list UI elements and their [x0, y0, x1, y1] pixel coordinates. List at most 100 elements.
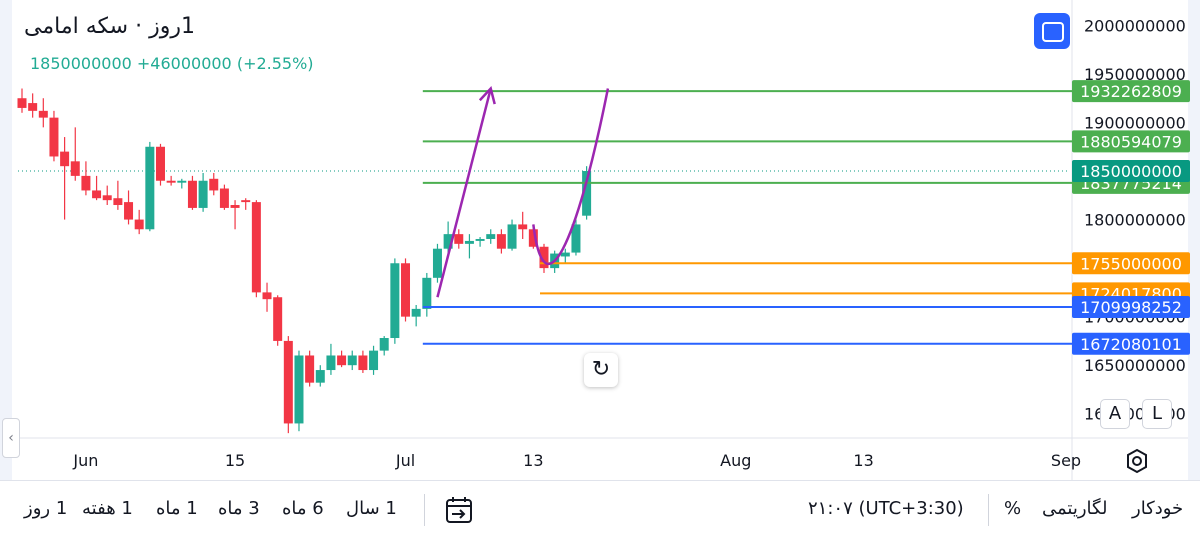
candle	[145, 141, 155, 232]
candle-body	[422, 277, 432, 309]
candle	[198, 172, 208, 212]
candle-body	[507, 224, 517, 249]
reset-chart-button[interactable]: ↻	[584, 353, 618, 387]
auto-scale-button[interactable]: A	[1100, 399, 1130, 429]
candle-body	[379, 338, 389, 351]
candle-body	[347, 355, 357, 366]
price-level-tag	[1072, 295, 1190, 318]
range-1w[interactable]: 1 هفته	[82, 498, 133, 519]
candle	[305, 350, 315, 387]
candle	[219, 184, 229, 210]
timezone-clock[interactable]: ۲۱:۰۷ (UTC+3:30)	[808, 498, 964, 519]
candle	[507, 219, 517, 251]
candle	[251, 200, 261, 298]
log-scale-button[interactable]: L	[1142, 399, 1172, 429]
time-tick-label: Sep	[1051, 451, 1081, 470]
candle-body	[401, 263, 411, 317]
candle	[486, 229, 496, 244]
time-tick-label: 13	[853, 451, 873, 470]
collapse-handle[interactable]: ‹	[2, 418, 20, 458]
auto-toggle[interactable]: خودکار	[1132, 498, 1184, 519]
range-3m[interactable]: 3 ماه	[218, 498, 260, 519]
candle-body	[305, 355, 315, 383]
candle-body	[464, 240, 474, 244]
candle	[81, 161, 91, 196]
candle-body	[124, 202, 134, 220]
candle	[432, 243, 442, 283]
percent-toggle[interactable]: %	[1004, 498, 1022, 519]
range-1y[interactable]: 1 سال	[346, 498, 397, 519]
candle-body	[113, 198, 123, 206]
trend-arrow	[436, 88, 492, 298]
candle-body	[70, 161, 80, 176]
candle	[166, 175, 176, 186]
log-toggle[interactable]: لگاریتمی	[1042, 498, 1108, 519]
candle-body	[28, 103, 38, 111]
candle-body	[187, 180, 197, 208]
candle	[347, 350, 357, 371]
time-tick-label: Jun	[72, 451, 98, 470]
candle	[134, 209, 144, 235]
candle	[155, 143, 165, 186]
price-tick-label: 1800000000	[1084, 211, 1186, 230]
candle-body	[81, 175, 91, 191]
settings-icon[interactable]	[1122, 446, 1152, 476]
candle	[38, 98, 48, 128]
candle	[294, 350, 304, 432]
candle	[582, 166, 592, 220]
candle	[560, 248, 570, 264]
price-level-tag-label: 1932262809	[1080, 82, 1182, 101]
price-level-tag	[1072, 130, 1190, 153]
symbol-title[interactable]: 1روز · سکه امامی	[24, 14, 195, 39]
candle	[209, 172, 219, 196]
candle	[113, 180, 123, 210]
date-range-icon[interactable]	[443, 494, 475, 526]
candle-body	[518, 224, 528, 230]
candle	[464, 234, 474, 259]
candle	[337, 350, 347, 368]
candle-body	[60, 151, 70, 167]
candle-body	[177, 180, 187, 183]
left-edge	[0, 0, 12, 539]
price-level-tag-label: 1672080101	[1080, 335, 1182, 354]
candle	[369, 345, 379, 375]
candle-body	[390, 263, 400, 339]
range-6m[interactable]: 6 ماه	[282, 498, 324, 519]
time-tick-label: Aug	[720, 451, 751, 470]
time-tick-label: 15	[225, 451, 245, 470]
candle	[571, 219, 581, 256]
candle	[230, 200, 240, 230]
candle-body	[411, 308, 421, 317]
price-tick-label: 1900000000	[1084, 113, 1186, 132]
candle	[411, 305, 421, 327]
candle	[475, 237, 485, 247]
candle-body	[475, 238, 485, 241]
price-change-percent: (+2.55%)	[236, 54, 314, 73]
candle-body	[17, 98, 27, 108]
toolbar-divider	[424, 494, 425, 526]
candle-body	[454, 234, 464, 244]
last-price: 1850000000	[30, 54, 132, 73]
candle-body	[358, 355, 368, 371]
toolbar-divider	[988, 494, 989, 526]
time-tick-label: 13	[523, 451, 543, 470]
candle	[102, 185, 112, 206]
range-1m[interactable]: 1 ماه	[156, 498, 198, 519]
price-level-tag-label: 1755000000	[1080, 254, 1182, 273]
candle-body	[230, 205, 240, 208]
candle	[124, 190, 134, 225]
price-lines	[422, 90, 1072, 345]
candle-body	[155, 146, 165, 181]
candle	[49, 110, 59, 162]
fullscreen-button[interactable]	[1034, 13, 1070, 49]
candle-body	[209, 178, 219, 191]
candle-body	[145, 146, 155, 230]
candle-body	[539, 246, 549, 269]
candle-body	[166, 180, 176, 183]
candle-body	[49, 117, 59, 157]
range-1d[interactable]: 1 روز	[24, 498, 68, 519]
price-level-tag-label: 1709998252	[1080, 298, 1182, 317]
bottom-toolbar	[0, 480, 1200, 540]
candle	[28, 93, 38, 118]
